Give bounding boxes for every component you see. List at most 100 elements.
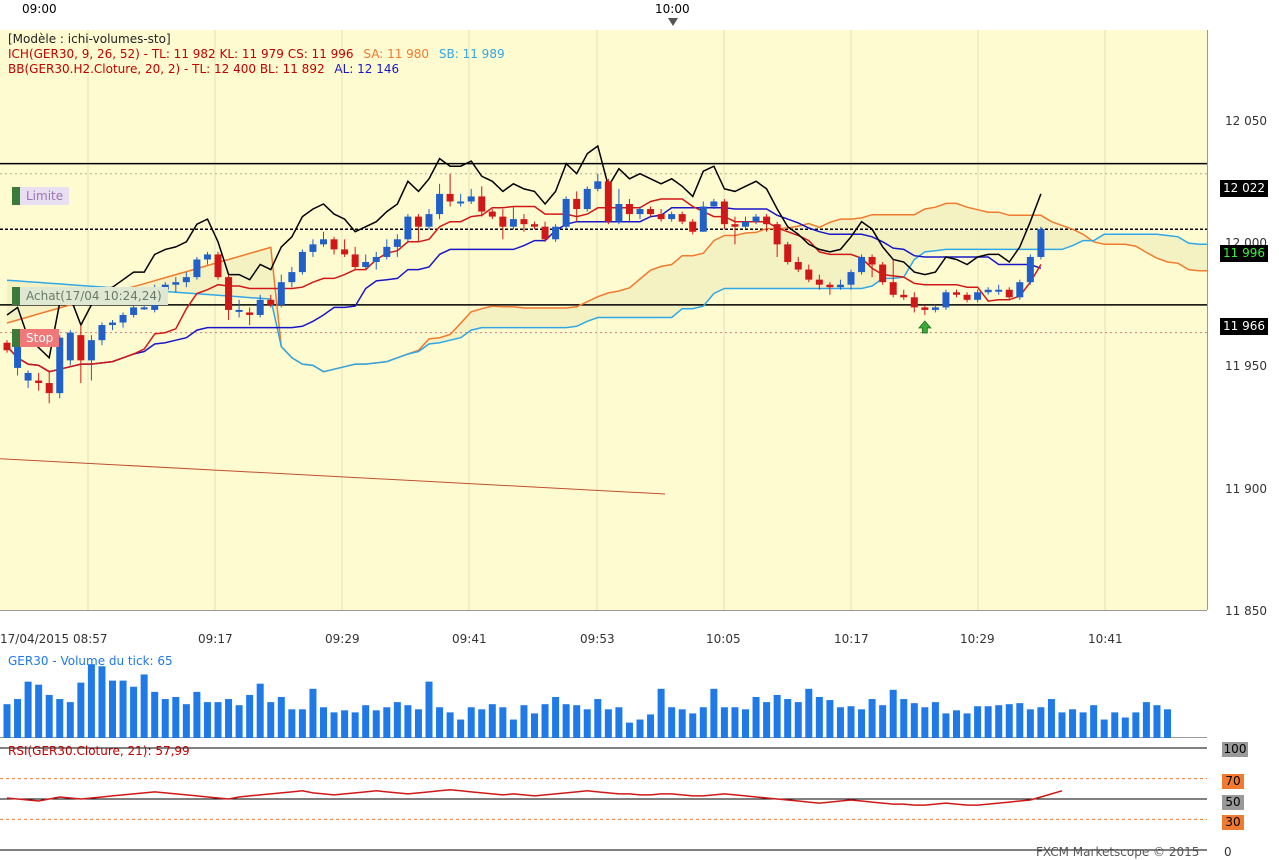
- candle-body: [636, 209, 644, 215]
- candle-body: [668, 214, 676, 220]
- price-candle: [214, 251, 222, 280]
- volume-bar: [710, 688, 718, 738]
- candle-body: [320, 239, 327, 245]
- price-candle: [826, 282, 834, 295]
- price-candle: [256, 294, 264, 318]
- price-candle: [752, 214, 760, 225]
- candle-body: [984, 289, 992, 293]
- candle-body: [246, 312, 254, 315]
- price-candle: [77, 325, 85, 384]
- candle-body: [393, 239, 401, 247]
- candle-body: [467, 196, 475, 202]
- volume-bar: [478, 709, 486, 738]
- volume-bar: [900, 699, 908, 738]
- price-candle: [520, 214, 528, 232]
- trend-line: [0, 458, 666, 495]
- volume-bar: [277, 697, 285, 738]
- candle-body: [1037, 229, 1045, 257]
- candle-body: [404, 216, 412, 240]
- price-candle: [889, 259, 897, 298]
- ichimoku-senkou-a: SA: 11 980: [363, 47, 430, 61]
- volume-bar: [1016, 703, 1024, 738]
- price-candle: [974, 289, 982, 303]
- volume-bar: [784, 699, 792, 738]
- candle-body: [541, 226, 549, 240]
- time-label-1029: 10:29: [960, 632, 995, 646]
- candle-body: [900, 294, 908, 298]
- price-candle: [393, 234, 401, 257]
- volume-bar: [87, 664, 95, 738]
- volume-bar: [1121, 717, 1129, 738]
- price-candle: [710, 198, 718, 210]
- volume-bar: [404, 705, 412, 738]
- volume-chart[interactable]: [0, 652, 1207, 738]
- candle-body: [858, 256, 866, 273]
- price-candle: [657, 209, 665, 222]
- price-tick-12050: 12 050: [1225, 114, 1267, 128]
- volume-bar: [531, 713, 538, 738]
- volume-bar: [953, 710, 960, 738]
- volume-bar: [320, 707, 327, 738]
- top-time-label-1000: 10:00: [655, 2, 690, 16]
- candle-body: [784, 244, 792, 262]
- price-candle: [182, 272, 190, 288]
- volume-bar: [66, 702, 74, 738]
- price-candle: [436, 183, 444, 220]
- volume-bar: [573, 705, 581, 738]
- time-label-1017: 10:17: [834, 632, 869, 646]
- current-price-box: 11 996: [1220, 245, 1268, 262]
- candle-body: [457, 201, 465, 204]
- price-candle: [3, 340, 11, 353]
- volume-bar: [203, 702, 211, 738]
- candle-body: [309, 244, 317, 252]
- ichimoku-senkou-b: SB: 11 989: [438, 47, 505, 61]
- candle-body: [341, 249, 349, 255]
- limit-order-tag[interactable]: Limite: [12, 187, 70, 205]
- candle-body: [963, 294, 971, 300]
- candle-body: [931, 307, 939, 310]
- volume-bar: [615, 707, 623, 738]
- candle-body: [647, 209, 655, 215]
- price-candle: [583, 186, 591, 212]
- volume-bar: [552, 697, 560, 738]
- buy-tag-label: Achat(17/04 10:24,24): [26, 289, 162, 303]
- candle-body: [214, 254, 222, 278]
- price-candle: [784, 241, 792, 265]
- volume-bar: [77, 682, 85, 738]
- price-candle: [541, 221, 549, 242]
- candle-body: [383, 246, 391, 257]
- buy-order-tag[interactable]: Achat(17/04 10:24,24): [12, 287, 168, 305]
- tenkan-line: [6, 198, 1042, 373]
- volume-bar: [963, 713, 971, 738]
- candle-body: [193, 259, 201, 278]
- price-chart[interactable]: [0, 30, 1207, 610]
- candle-body: [826, 284, 834, 288]
- candle-body: [953, 292, 960, 295]
- candle-body: [225, 277, 233, 310]
- price-candle: [66, 330, 74, 366]
- chikou-line: [6, 144, 1042, 360]
- volume-bar: [499, 707, 507, 738]
- volume-bar: [921, 707, 929, 738]
- price-candle: [604, 178, 612, 225]
- stop-order-tag[interactable]: Stop: [12, 329, 60, 347]
- price-candle: [87, 335, 95, 381]
- candle-body: [763, 216, 771, 225]
- price-candle: [531, 221, 538, 230]
- volume-bar: [657, 688, 665, 738]
- price-candle: [921, 304, 929, 315]
- bollinger-al: AL: 12 146: [334, 62, 400, 76]
- price-candle: [900, 289, 908, 300]
- price-candle: [573, 191, 581, 222]
- volume-bar: [995, 705, 1003, 738]
- price-candle: [552, 224, 560, 242]
- candle-body: [140, 307, 148, 310]
- price-candle: [119, 312, 127, 328]
- volume-bar: [1153, 705, 1161, 738]
- candle-body: [488, 211, 496, 217]
- rsi-chart[interactable]: [0, 742, 1207, 856]
- limit-tag-label: Limite: [26, 189, 64, 203]
- kijun-line: [6, 207, 1042, 373]
- volume-bar: [974, 706, 982, 738]
- volume-bar: [1132, 712, 1140, 738]
